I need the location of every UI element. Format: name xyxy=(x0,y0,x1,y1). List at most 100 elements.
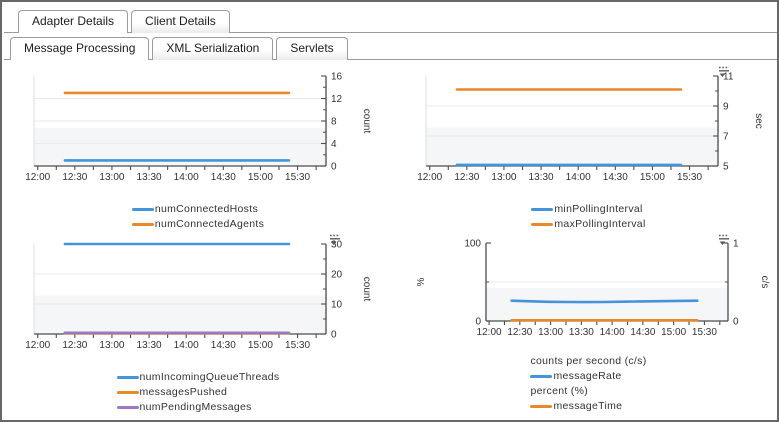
legend-items: numIncomingQueueThreads messagesPushed num… xyxy=(116,370,280,415)
legend-item: minPollingInterval xyxy=(531,202,642,217)
x-tick-label: 14:00 xyxy=(174,172,199,183)
legend-item: messagesPushed xyxy=(116,385,228,400)
x-tick-label: 13:00 xyxy=(99,172,124,183)
legend-items: numConnectedHosts numConnectedAgents xyxy=(131,202,265,232)
chart-panel-connected-hosts-agents: 12:00 12:30 13:00 13:30 14:00 14:30 15:00 15:30… xyxy=(8,64,388,232)
x-tick-label: 13:00 xyxy=(491,172,516,183)
primary-tab-bar: Adapter Details Client Details xyxy=(2,8,777,34)
legend-swatch xyxy=(131,208,154,211)
legend-group-label: percent (%) xyxy=(530,385,589,397)
legend-swatch xyxy=(531,223,554,226)
y-tick-label: 100 xyxy=(464,239,481,250)
y-tick-label: 5 xyxy=(723,162,729,173)
legend-label: numIncomingQueueThreads xyxy=(139,371,280,383)
legend-label: minPollingInterval xyxy=(554,203,643,215)
legend-label: messagesPushed xyxy=(139,386,228,398)
x-tick-label: 15:00 xyxy=(248,340,273,351)
x-tick-label: 13:30 xyxy=(137,172,162,183)
x-tick-label: 12:30 xyxy=(62,340,87,351)
x-tick-label: 12:00 xyxy=(25,340,50,351)
x-tick-label: 12:00 xyxy=(25,172,50,183)
x-tick-label: 12:00 xyxy=(477,327,502,338)
y-tick-label: 10 xyxy=(331,300,343,311)
x-tick-label: 12:00 xyxy=(417,172,442,183)
chart-panel-message-rate-time: 12:00 12:30 13:00 13:30 14:00 14:30 15:00 15:30… xyxy=(388,232,777,415)
x-tick-label: 14:30 xyxy=(211,172,236,183)
secondary-tab-bar: Message Processing XML Serialization Ser… xyxy=(2,34,777,61)
y-tick-label: 8 xyxy=(331,117,337,128)
chart-menu-icon[interactable] xyxy=(329,233,342,245)
x-tick-label: 14:00 xyxy=(174,340,199,351)
chart-legend-polling: minPollingInterval maxPollingInterval xyxy=(400,202,777,232)
legend-swatch xyxy=(131,223,154,226)
y-tick-label: 0 xyxy=(733,317,739,328)
legend-item: numConnectedHosts xyxy=(131,202,258,217)
legend-label: numConnectedHosts xyxy=(154,203,258,215)
chart-canvas-queue: 12:00 12:30 13:00 13:30 14:00 14:30 15:00 15:30… xyxy=(25,240,372,352)
tab-servlets[interactable]: Servlets xyxy=(276,37,348,60)
x-tick-label: 15:30 xyxy=(692,327,717,338)
x-tick-label: 14:30 xyxy=(630,327,655,338)
y-tick-label: 7 xyxy=(723,132,729,143)
x-tick-label: 13:00 xyxy=(99,340,124,351)
chart-canvas-polling: 12:00 12:30 13:00 13:30 14:00 14:30 15:00 15:30… xyxy=(417,72,764,184)
y-tick-label: 0 xyxy=(331,330,337,341)
chart-legend-message-rate: counts per second (c/s) messageRate percen… xyxy=(400,354,777,414)
legend-label: numConnectedAgents xyxy=(154,218,265,230)
chart-canvas-message-rate: 12:00 12:30 13:00 13:30 14:00 14:30 15:00 15:30… xyxy=(416,239,770,339)
legend-label: maxPollingInterval xyxy=(554,218,646,230)
y-axis-title: % xyxy=(416,277,427,286)
x-tick-label: 15:30 xyxy=(285,172,310,183)
y-tick-label: 30 xyxy=(331,240,343,251)
legend-items: counts per second (c/s) messageRate percen… xyxy=(530,354,646,414)
x-tick-label: 14:00 xyxy=(600,327,625,338)
y-axis-title: sec xyxy=(753,113,764,129)
legend-label: messageTime xyxy=(553,400,623,412)
legend-label: numPendingMessages xyxy=(139,401,252,413)
y-axis-title: count xyxy=(361,109,372,134)
chart-menu-icon[interactable] xyxy=(718,233,731,245)
x-tick-label: 14:30 xyxy=(211,340,236,351)
chart-menu-icon[interactable] xyxy=(718,65,731,77)
chart-panel-polling-interval: 12:00 12:30 13:00 13:30 14:00 14:30 15:00 15:30… xyxy=(388,64,777,232)
legend-item: maxPollingInterval xyxy=(531,217,645,232)
y-axis-title: c/s xyxy=(759,276,770,289)
y-tick-label: 12 xyxy=(331,94,343,105)
legend-swatch xyxy=(116,391,139,394)
y-tick-label: 11 xyxy=(723,72,734,83)
y-tick-label: 1 xyxy=(733,239,739,250)
legend-item: numConnectedAgents xyxy=(131,217,265,232)
x-tick-label: 15:00 xyxy=(640,172,665,183)
chart-legend-queue: numIncomingQueueThreads messagesPushed num… xyxy=(8,370,388,415)
y-tick-label: 20 xyxy=(331,270,343,281)
legend-item: numPendingMessages xyxy=(116,400,252,415)
x-tick-label: 14:30 xyxy=(603,172,628,183)
tab-xml-serialization[interactable]: XML Serialization xyxy=(152,37,274,60)
x-tick-label: 12:30 xyxy=(62,172,87,183)
x-tick-label: 15:30 xyxy=(285,340,310,351)
legend-swatch xyxy=(531,208,554,211)
legend-swatch xyxy=(116,376,139,379)
chart-canvas-connections: 12:00 12:30 13:00 13:30 14:00 14:30 15:00 15:30… xyxy=(25,72,372,184)
legend-swatch xyxy=(530,405,553,408)
x-tick-label: 12:30 xyxy=(507,327,532,338)
y-tick-label: 0 xyxy=(331,162,337,173)
tab-client-details[interactable]: Client Details xyxy=(131,10,230,33)
x-tick-label: 15:30 xyxy=(677,172,702,183)
y-tick-label: 0 xyxy=(475,317,481,328)
tab-adapter-details[interactable]: Adapter Details xyxy=(18,10,129,34)
legend-items: minPollingInterval maxPollingInterval xyxy=(531,202,645,232)
x-tick-label: 12:30 xyxy=(454,172,479,183)
x-tick-label: 15:00 xyxy=(248,172,273,183)
x-tick-label: 13:00 xyxy=(538,327,563,338)
legend-label: messageRate xyxy=(553,370,622,382)
x-tick-label: 15:00 xyxy=(661,327,686,338)
series-line-messageRate xyxy=(510,299,699,304)
legend-swatch xyxy=(530,375,553,378)
y-tick-label: 9 xyxy=(723,102,729,113)
x-tick-label: 14:00 xyxy=(566,172,591,183)
tab-message-processing[interactable]: Message Processing xyxy=(10,37,150,61)
legend-item: messageTime xyxy=(530,399,622,414)
y-axis-title: count xyxy=(361,277,372,302)
y-tick-label: 4 xyxy=(331,139,337,150)
